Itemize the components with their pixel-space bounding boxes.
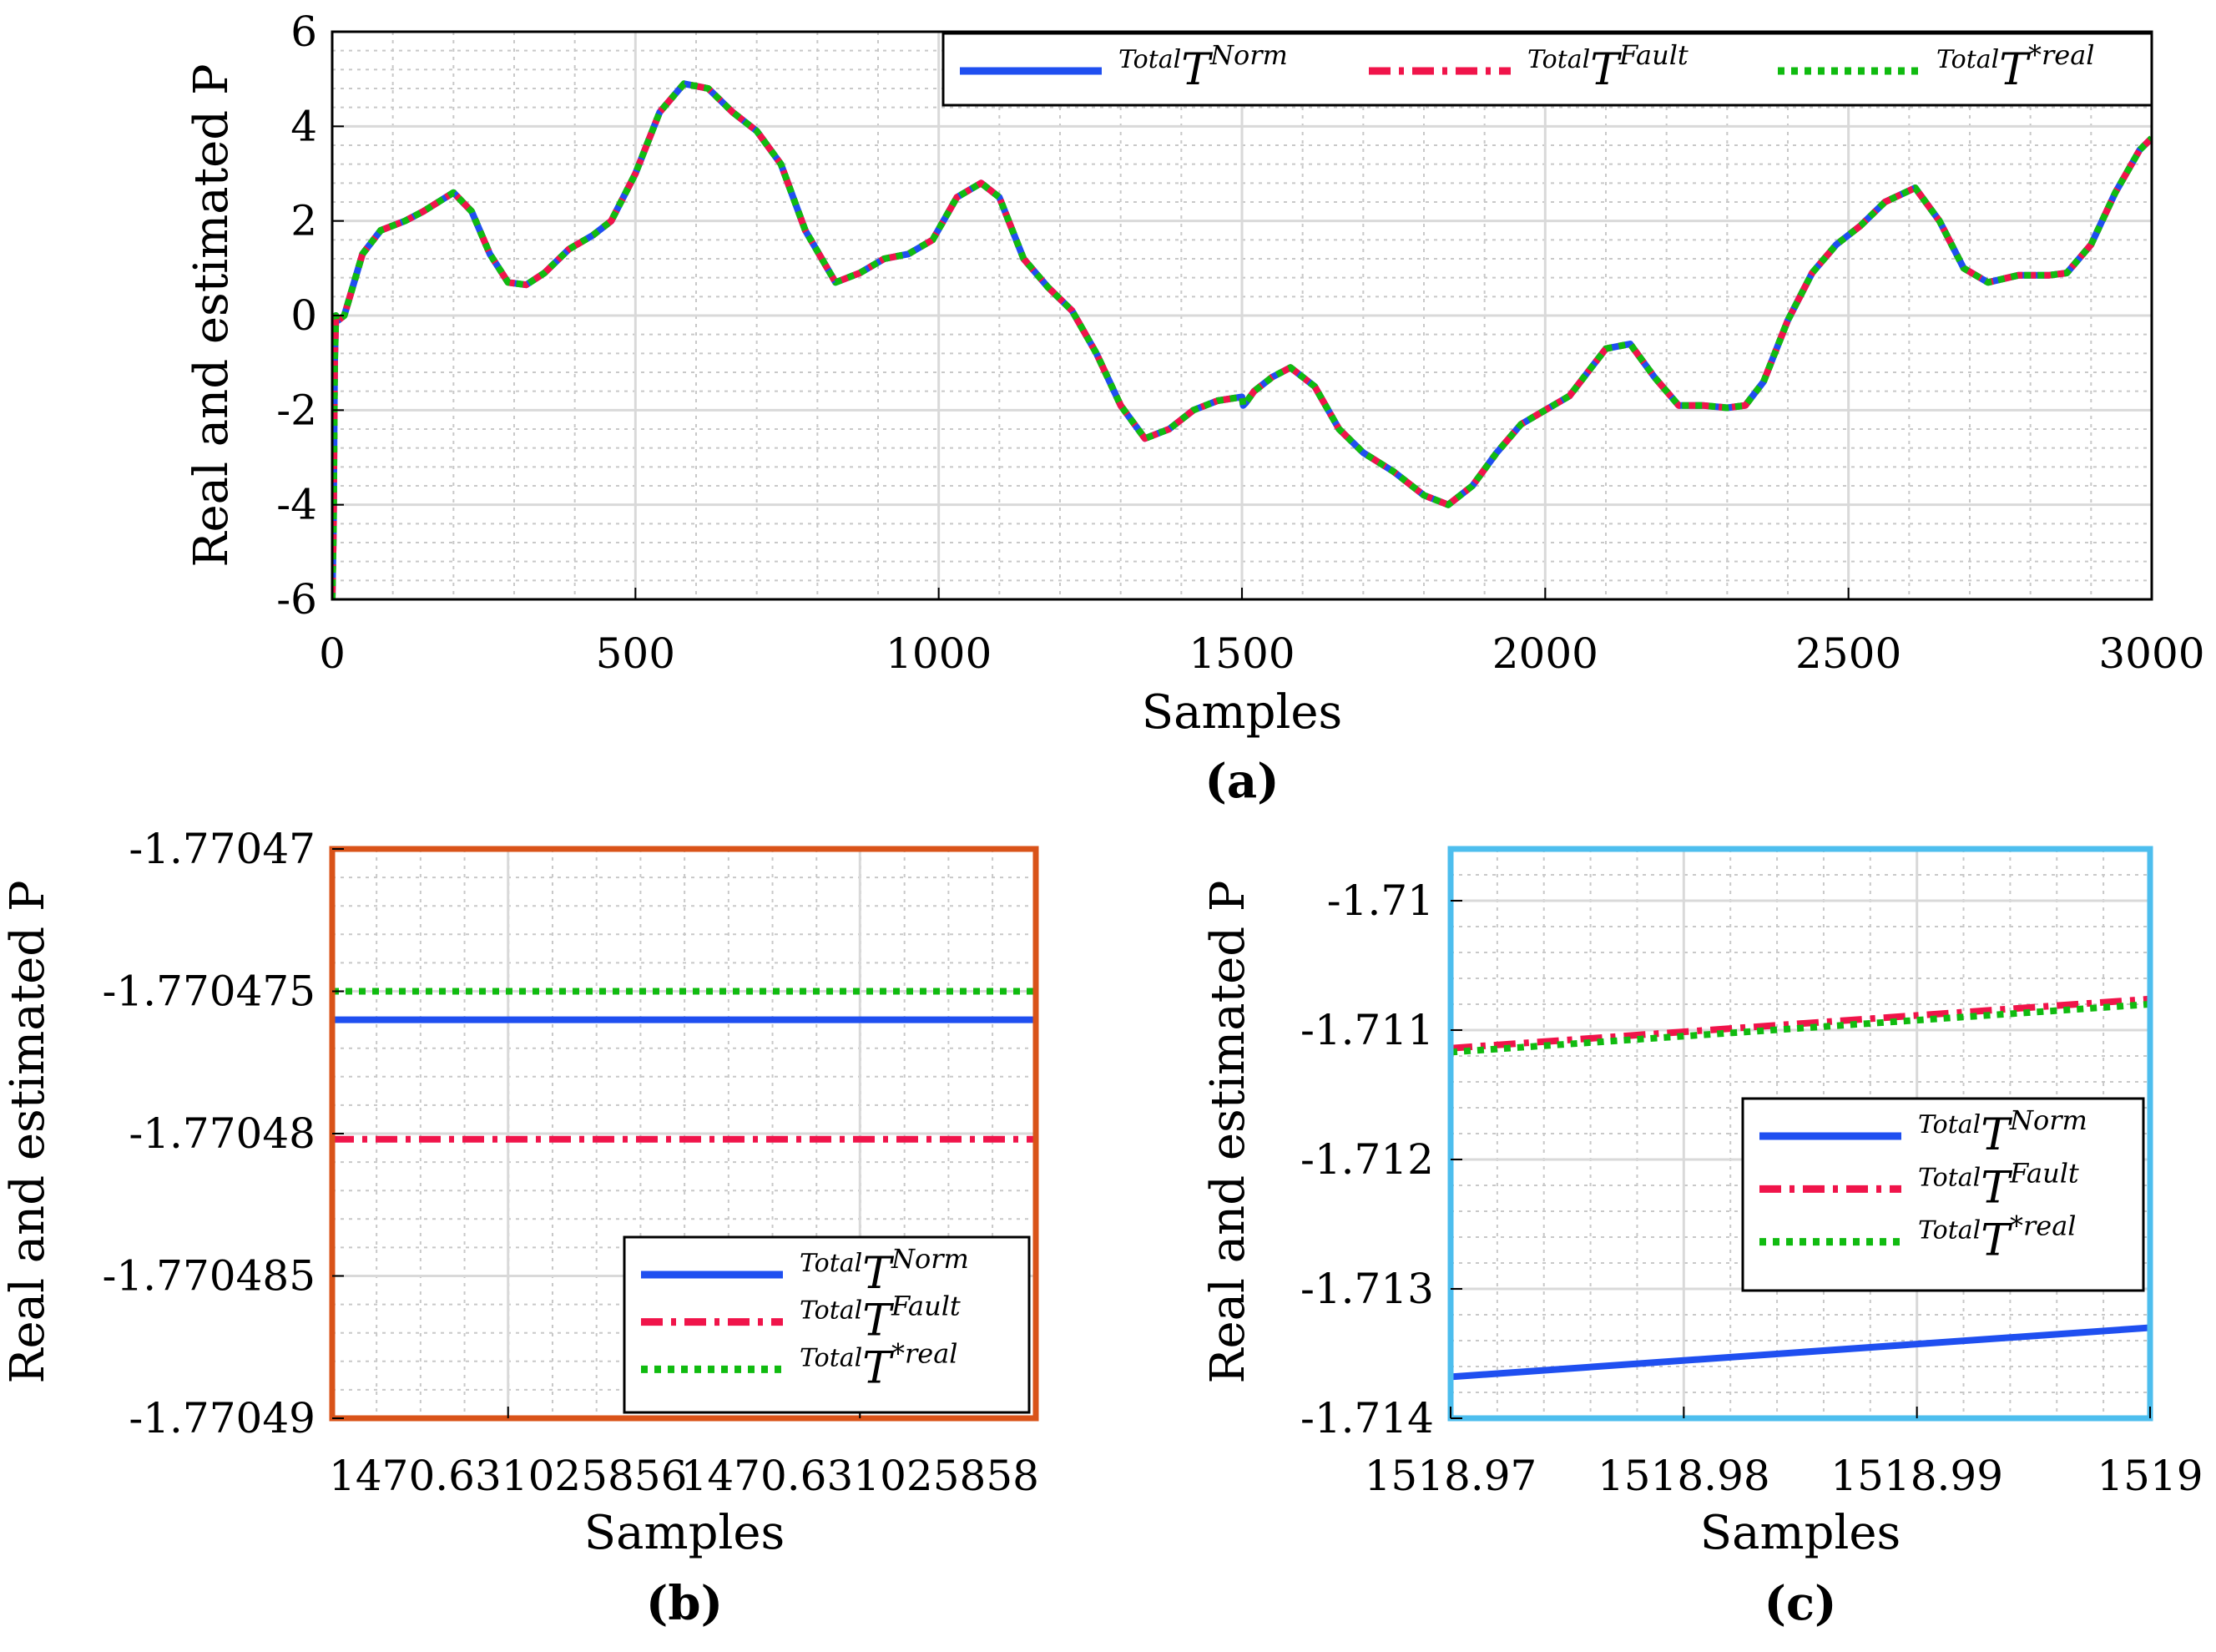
legend-entry-b-0: TotalTNorm xyxy=(641,1243,969,1299)
legend-label: TotalTFault xyxy=(800,1291,961,1346)
ytick-label-c: -1.711 xyxy=(1300,1006,1434,1054)
legend-entry-c-0: TotalTNorm xyxy=(1759,1104,2087,1160)
legend-label: TotalT*real xyxy=(800,1337,958,1393)
xtick-label-a: 1000 xyxy=(886,629,992,678)
legend-label: TotalTNorm xyxy=(1918,1104,2087,1160)
xtick-label-b: 1470.631025856 xyxy=(329,1452,687,1500)
xtick-label-c: 1518.97 xyxy=(1365,1452,1537,1500)
ylabel-b-text: Real and estimated P xyxy=(1,880,55,1383)
caption-c: (c) xyxy=(1764,1576,1836,1631)
ytick-label-c: -1.71 xyxy=(1327,877,1434,925)
xtick-label-a: 1500 xyxy=(1189,629,1295,678)
ytick-label-c: -1.713 xyxy=(1300,1265,1434,1313)
xtick-label-a: 0 xyxy=(319,629,346,678)
ytick-label-a: -2 xyxy=(276,386,317,434)
legend-label: TotalTNorm xyxy=(1118,39,1288,95)
series-line-c-1 xyxy=(1451,995,2150,1052)
legend-box-a xyxy=(941,32,2153,107)
legend-entry-a-1: TotalTFault xyxy=(1369,39,1689,95)
ytick-label-b: -1.77049 xyxy=(129,1394,315,1442)
series-line-a-2 xyxy=(332,80,2152,599)
legend-label: TotalTFault xyxy=(1918,1157,2079,1213)
xtick-label-a: 3000 xyxy=(2098,629,2204,678)
xtick-label-a: 2500 xyxy=(1795,629,1901,678)
ytick-label-b: -1.770475 xyxy=(103,967,315,1016)
caption-b: (b) xyxy=(646,1576,723,1631)
xtick-label-b: 1470.631025858 xyxy=(681,1452,1039,1500)
ytick-label-a: 2 xyxy=(290,197,317,245)
legend-label: TotalTNorm xyxy=(800,1243,969,1299)
caption-a: (a) xyxy=(1204,754,1279,809)
series-line-c-2 xyxy=(1451,1001,2150,1056)
legend-entry-b-1: TotalTFault xyxy=(641,1291,961,1346)
xtick-label-c: 1519 xyxy=(2097,1452,2203,1500)
legend-box-c xyxy=(1741,1097,2145,1292)
legend-label: TotalT*real xyxy=(1936,39,2095,95)
ytick-label-c: -1.712 xyxy=(1300,1135,1434,1184)
xtick-label-a: 2000 xyxy=(1492,629,1598,678)
ytick-label-c: -1.714 xyxy=(1300,1394,1434,1442)
series-line-c-0 xyxy=(1451,1324,2150,1381)
panel-c: 1518.97 1518.98 1518.99 1519 -1.714 -1.713 -1.… xyxy=(1201,846,2203,1631)
xtick-label-c: 1518.99 xyxy=(1830,1452,2003,1500)
ylabel-c: Real and estimated P xyxy=(1201,880,1255,1383)
ytick-label-b: -1.77048 xyxy=(129,1109,315,1158)
xlabel-c: Samples xyxy=(1700,1506,1901,1560)
panel-a: 0 500 1000 1500 2000 2500 3000 -6 -4 -2 0 2 4 6 Total… xyxy=(184,8,2205,809)
xtick-label-a: 500 xyxy=(596,629,675,678)
ytick-label-a: -4 xyxy=(276,481,317,529)
legend-label: TotalTFault xyxy=(1527,39,1689,95)
legend-entry-b-2: TotalT*real xyxy=(641,1337,958,1393)
ytick-label-a: 4 xyxy=(290,102,317,150)
ytick-label-a: 6 xyxy=(290,8,317,56)
ytick-label-a: 0 xyxy=(290,291,317,340)
legend-label: TotalT*real xyxy=(1918,1210,2077,1266)
ytick-label-a: -6 xyxy=(276,575,317,624)
legend-entry-a-0: TotalTNorm xyxy=(960,39,1288,95)
ylabel-c-text: Real and estimated P xyxy=(1201,880,1255,1383)
ylabel-a: Real and estimated P xyxy=(184,63,239,567)
ytick-label-b: -1.77047 xyxy=(129,825,315,873)
xlabel-b: Samples xyxy=(584,1506,785,1560)
ylabel-b: Real and estimated P xyxy=(1,880,55,1383)
legend-entry-c-2: TotalT*real xyxy=(1759,1210,2077,1266)
legend-entry-c-1: TotalTFault xyxy=(1759,1157,2079,1213)
xtick-label-c: 1518.98 xyxy=(1598,1452,1770,1500)
legend-entry-a-2: TotalT*real xyxy=(1778,39,2095,95)
xlabel-a: Samples xyxy=(1142,685,1343,740)
ytick-label-b: -1.770485 xyxy=(103,1252,315,1301)
ylabel-a-text: Real and estimated P xyxy=(184,63,239,567)
